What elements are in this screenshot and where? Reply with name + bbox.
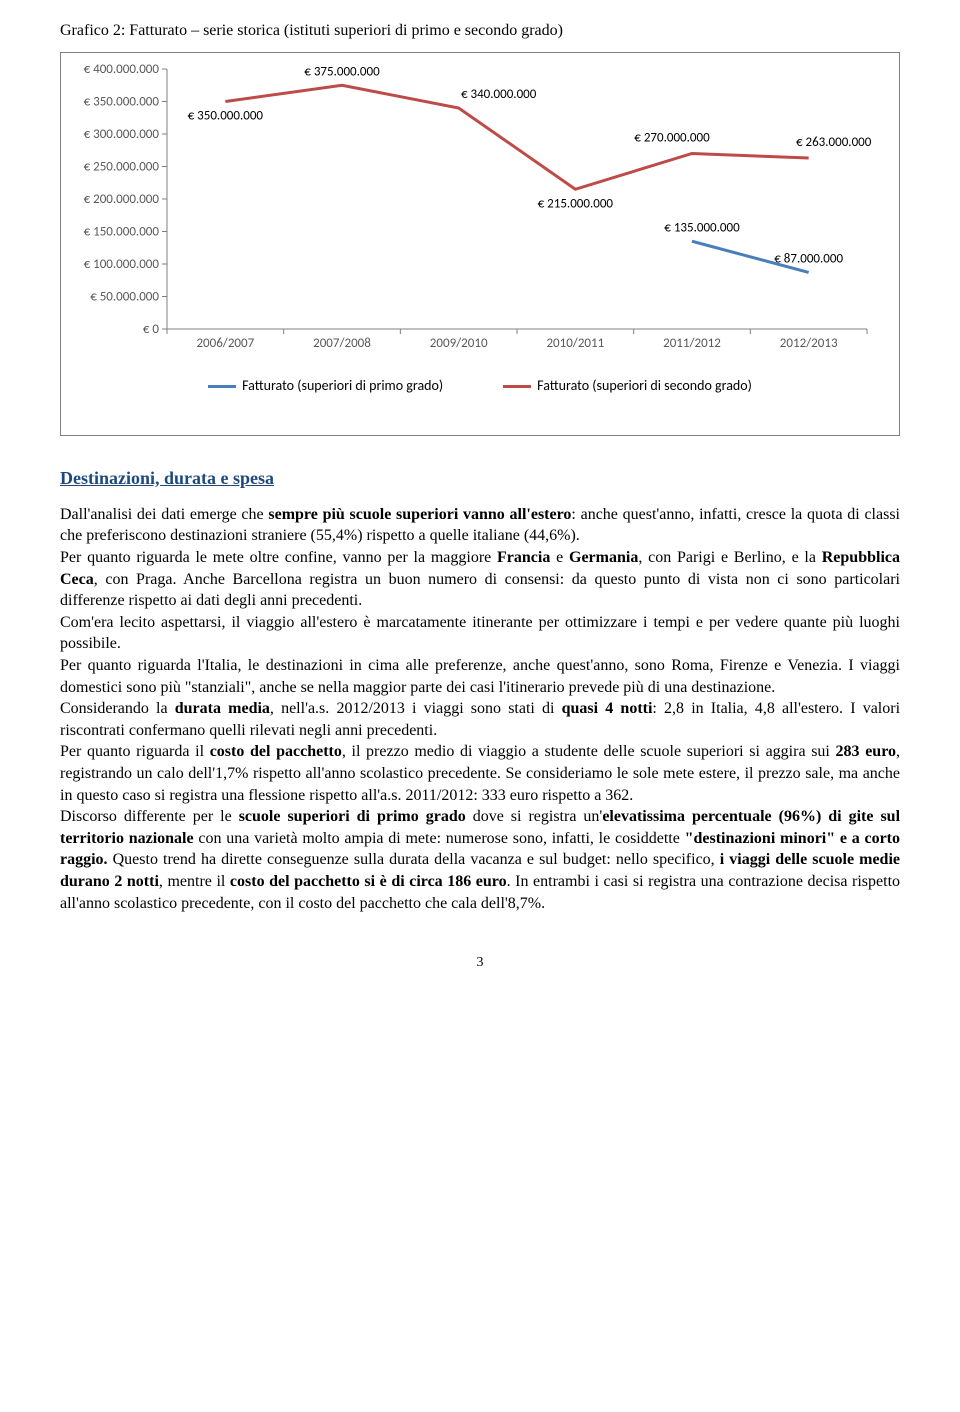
svg-text:€ 87.000.000: € 87.000.000 [774,251,843,266]
svg-text:€ 350.000.000: € 350.000.000 [188,108,264,123]
svg-text:€ 50.000.000: € 50.000.000 [90,289,159,304]
svg-text:2012/2013: 2012/2013 [780,336,838,351]
legend-item-secondo: Fatturato (superiori di secondo grado) [503,377,752,396]
legend-item-primo: Fatturato (superiori di primo grado) [208,377,443,396]
legend-label: Fatturato (superiori di secondo grado) [537,377,752,396]
chart-container: € 0 € 50.000.000 € 100.000.000 € 150.000.00… [60,52,900,436]
legend-swatch [208,385,236,388]
svg-text:€ 263.000.000: € 263.000.000 [796,135,872,150]
svg-text:2011/2012: 2011/2012 [663,336,721,351]
svg-text:€ 270.000.000: € 270.000.000 [634,130,710,145]
svg-text:€ 150.000.000: € 150.000.000 [84,224,160,239]
body-text: Dall'analisi dei dati emerge che sempre … [60,504,900,914]
svg-text:2007/2008: 2007/2008 [313,336,371,351]
svg-text:2010/2011: 2010/2011 [546,336,604,351]
line-chart: € 0 € 50.000.000 € 100.000.000 € 150.000.00… [67,59,877,359]
section-heading: Destinazioni, durata e spesa [60,466,900,490]
svg-text:€ 300.000.000: € 300.000.000 [84,127,160,142]
svg-text:€ 375.000.000: € 375.000.000 [304,64,380,79]
svg-text:€ 135.000.000: € 135.000.000 [664,220,740,235]
page-number: 3 [60,954,900,973]
chart-legend: Fatturato (superiori di primo grado) Fat… [67,377,893,396]
svg-text:€ 250.000.000: € 250.000.000 [84,159,160,174]
svg-text:€ 350.000.000: € 350.000.000 [84,94,160,109]
chart-title: Grafico 2: Fatturato – serie storica (is… [60,20,900,42]
svg-text:€ 400.000.000: € 400.000.000 [84,62,160,77]
legend-label: Fatturato (superiori di primo grado) [242,377,443,396]
svg-text:2006/2007: 2006/2007 [196,336,254,351]
svg-text:€ 0: € 0 [143,322,160,337]
svg-text:2009/2010: 2009/2010 [430,336,488,351]
svg-text:€ 200.000.000: € 200.000.000 [84,192,160,207]
svg-text:€ 215.000.000: € 215.000.000 [538,196,614,211]
legend-swatch [503,385,531,388]
svg-text:€ 340.000.000: € 340.000.000 [461,87,537,102]
svg-text:€ 100.000.000: € 100.000.000 [84,257,160,272]
